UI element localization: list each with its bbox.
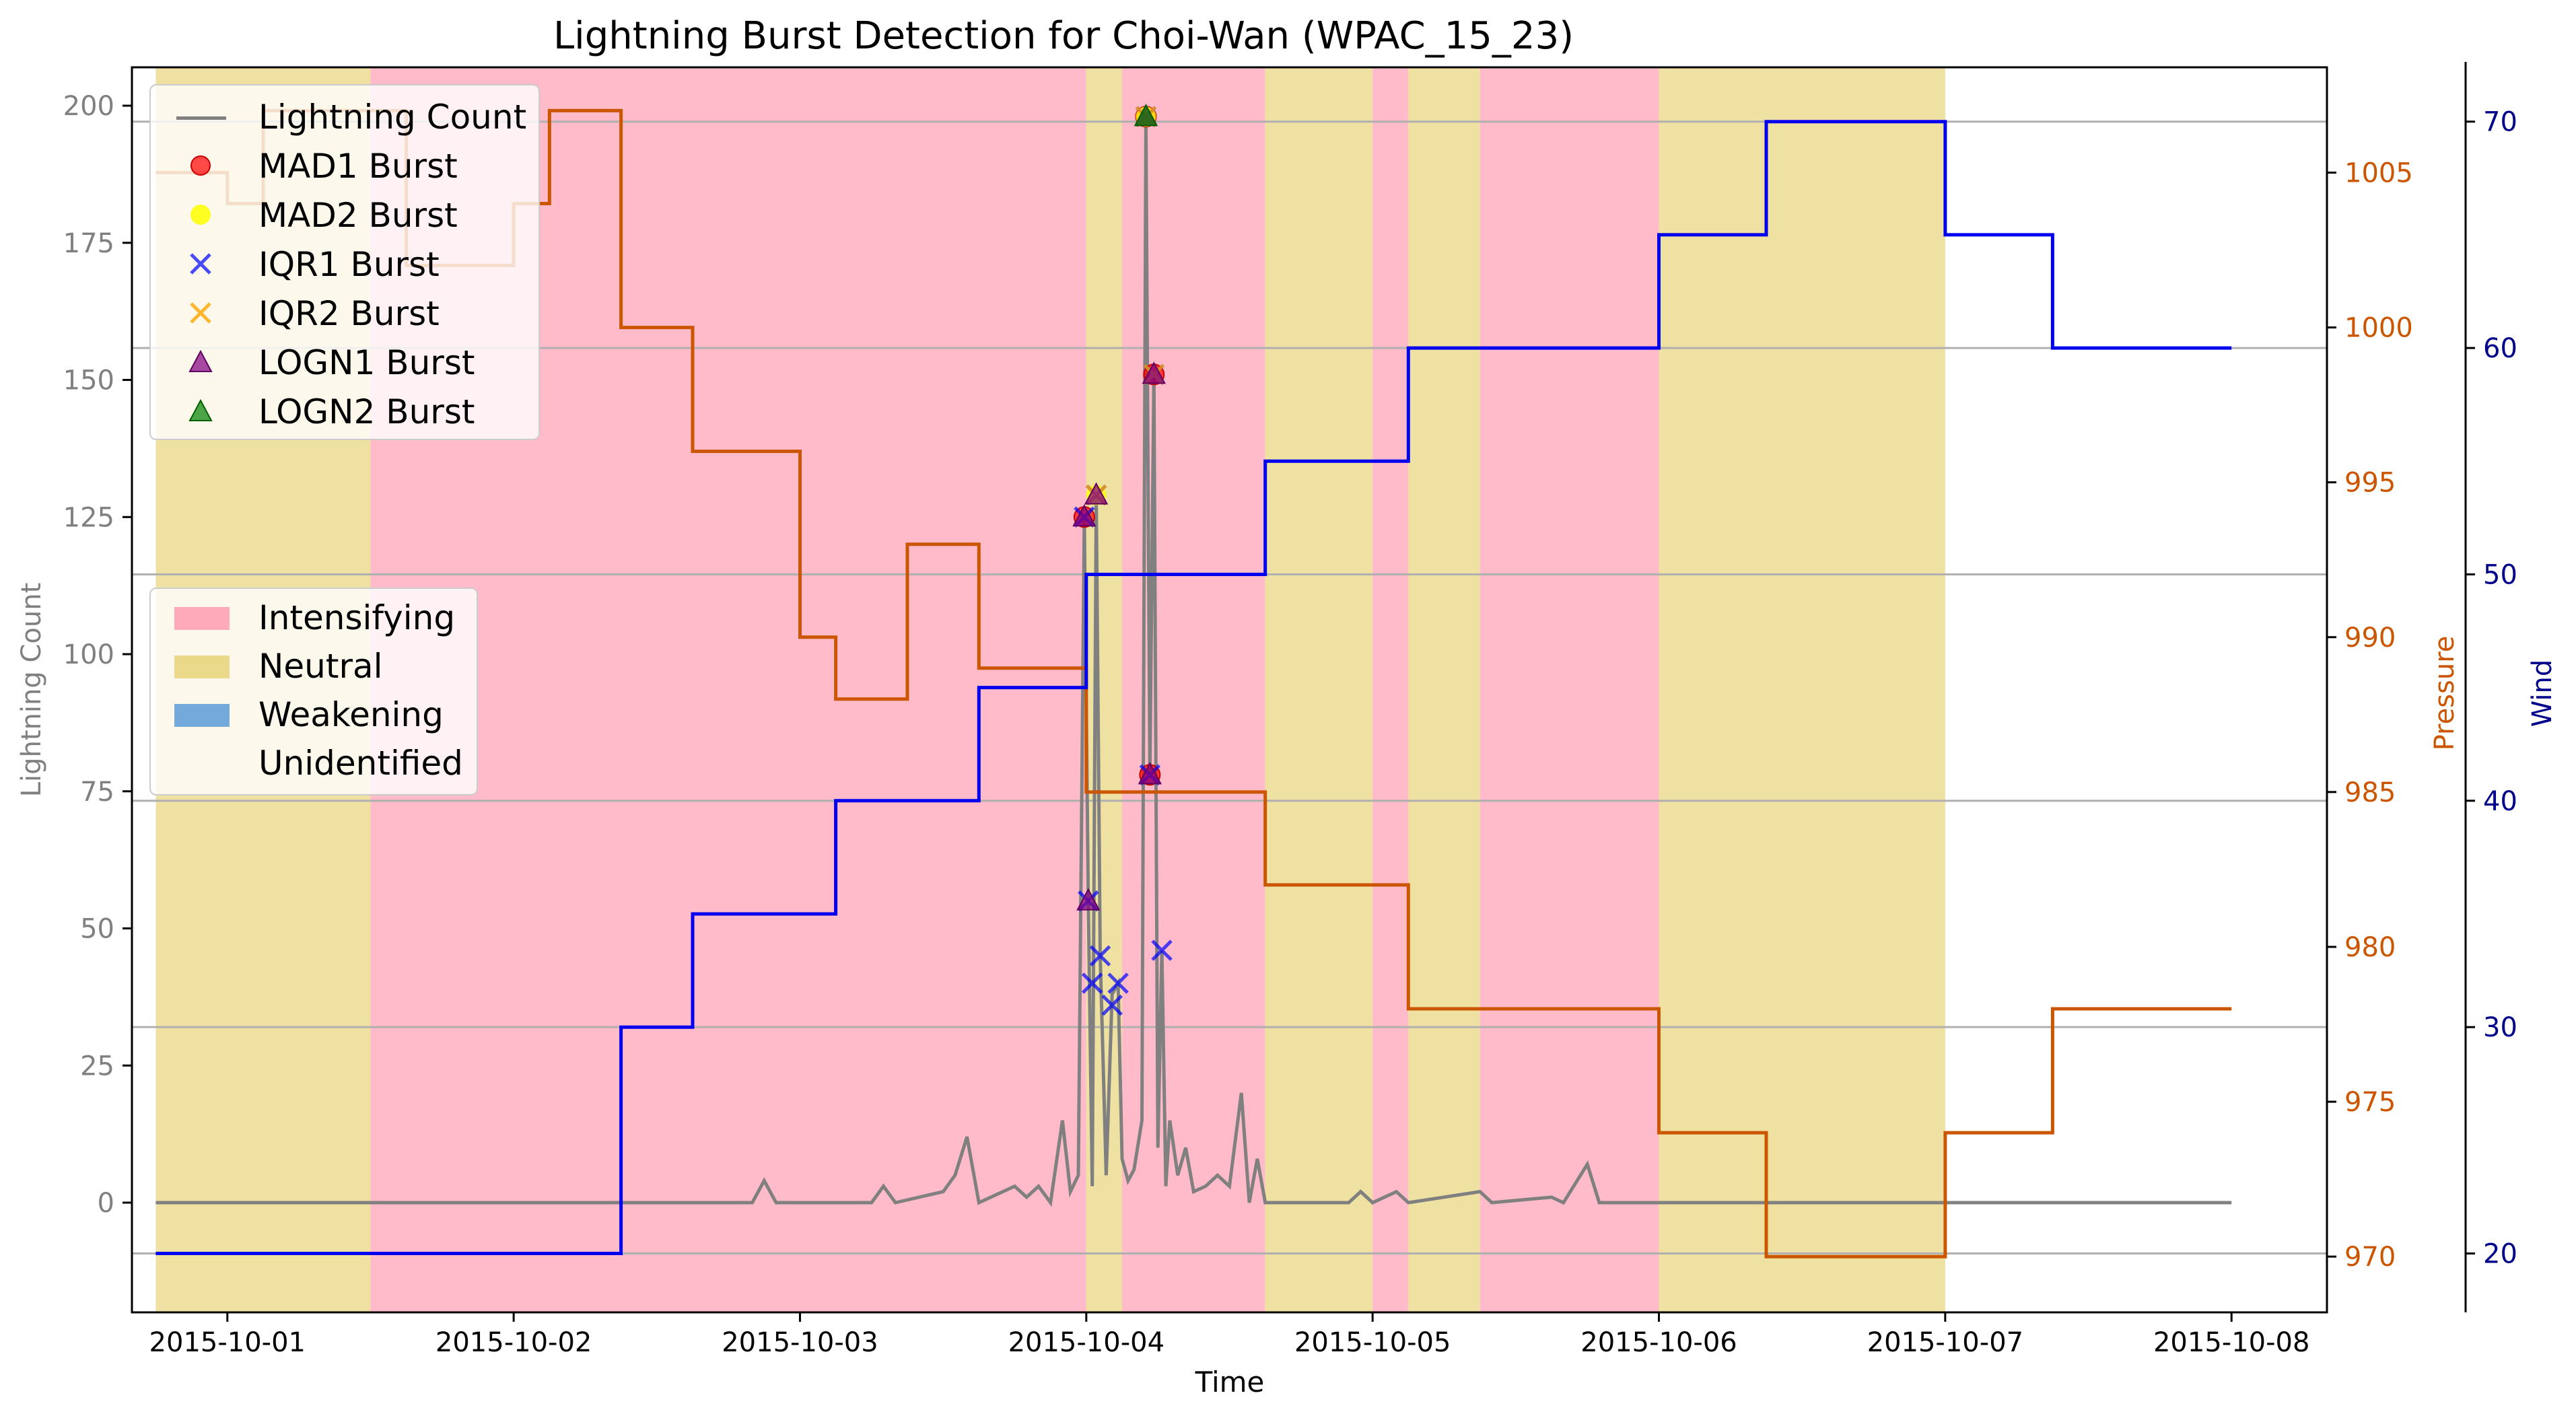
legend-x-icon (164, 290, 238, 337)
iqr1-burst-marker (1107, 972, 1129, 994)
y-pressure-tick-label: 980 (2344, 932, 2396, 963)
legend-item-mad2: MAD2 Burst (151, 192, 538, 239)
legend-label: LOGN2 Burst (258, 392, 475, 431)
y-pressure-tick-label: 985 (2344, 777, 2396, 808)
y-left-tick-label: 200 (63, 91, 114, 122)
phase-bands (155, 67, 1945, 1312)
x-tick-label: 2015-10-06 (1580, 1327, 1737, 1358)
wind-line (155, 120, 2232, 1255)
legend-label: Weakening (258, 695, 444, 734)
legend-item-lightning-count: Lightning Count (151, 94, 538, 141)
y-left-tick-label: 50 (80, 914, 114, 945)
legend-item-unidentified: Unidentified (151, 740, 477, 787)
plot-frame (131, 66, 2328, 1314)
y-wind-tick-label: 30 (2483, 1012, 2517, 1043)
legend-label: MAD2 Burst (258, 196, 458, 235)
logn1-burst-marker (1072, 504, 1096, 527)
legend-label: Intensifying (258, 598, 456, 637)
phase-band-neutral (1659, 67, 1945, 1312)
x-tick-label: 2015-10-07 (1867, 1327, 2023, 1358)
legend-swatch (164, 740, 238, 787)
logn2-burst-marker (1134, 104, 1158, 127)
lightning-count-line (155, 116, 2232, 1207)
axes: 2015-10-01 2015-10-02 2015-10-03 2015-10-04… (63, 62, 2517, 1358)
phase-band-neutral (1265, 67, 1373, 1312)
phase-band-neutral (1408, 67, 1480, 1312)
iqr1-burst-marker (1089, 945, 1111, 967)
y-left-tick-label: 75 (80, 777, 114, 808)
legend-x-icon (164, 241, 238, 288)
y-wind-tick-label: 40 (2483, 786, 2517, 817)
y-left-tick-label: 125 (63, 502, 114, 533)
burst-markers (1072, 104, 1173, 1016)
legend-item-mad1: MAD1 Burst (151, 143, 538, 190)
y-wind-tick-label: 60 (2483, 333, 2517, 364)
x-tick-label: 2015-10-02 (436, 1327, 592, 1358)
x-tick-label: 2015-10-08 (2153, 1327, 2309, 1358)
legend-label: Unidentified (258, 744, 463, 783)
legend-item-intensifying: Intensifying (151, 594, 477, 641)
x-tick-label: 2015-10-01 (149, 1327, 306, 1358)
iqr1-burst-marker (1151, 940, 1173, 961)
y-pressure-tick-label: 1005 (2344, 157, 2413, 188)
legend-triangle-icon (164, 388, 238, 435)
y-left-tick-label: 150 (63, 365, 114, 396)
logn1-burst-marker (1076, 888, 1101, 911)
legend-label: IQR1 Burst (258, 245, 440, 284)
chart-title: Lightning Burst Detection for Choi-Wan (… (553, 14, 1574, 58)
legend-item-logn1: LOGN1 Burst (151, 339, 538, 386)
logn1-burst-marker (1142, 361, 1166, 384)
legend-item-neutral: Neutral (151, 643, 477, 690)
y-wind-tick-label: 20 (2483, 1239, 2517, 1270)
y-pressure-tick-label: 995 (2344, 468, 2396, 499)
legend-label: LOGN1 Burst (258, 343, 475, 382)
legend-item-iqr1: IQR1 Burst (151, 241, 538, 288)
legend-circle-icon (164, 143, 238, 190)
legend-item-logn2: LOGN2 Burst (151, 388, 538, 435)
legend-label: Lightning Count (258, 98, 527, 137)
iqr1-burst-marker (1101, 994, 1123, 1016)
x-tick-label: 2015-10-05 (1294, 1327, 1451, 1358)
legend-label: Neutral (258, 647, 383, 686)
lightning-legend: Lightning Count MAD1 Burst MAD2 Burst IQ… (149, 84, 540, 440)
y-pressure-tick-label: 975 (2344, 1087, 2396, 1118)
y-pressure-tick-label: 990 (2344, 623, 2396, 653)
legend-label: MAD1 Burst (258, 147, 458, 186)
y-wind-tick-label: 70 (2483, 107, 2517, 138)
phase-legend: Intensifying Neutral Weakening Unidentif… (149, 588, 478, 795)
y-pressure-tick-label: 1000 (2344, 313, 2413, 344)
y-wind-tick-label: 50 (2483, 559, 2517, 590)
legend-line-icon (164, 94, 238, 141)
y-left-tick-label: 175 (63, 228, 114, 259)
legend-item-weakening: Weakening (151, 691, 477, 738)
y-axis-label-pressure: Pressure (2429, 636, 2460, 751)
legend-triangle-icon (164, 339, 238, 386)
phase-band-intensifying (1372, 67, 1409, 1312)
logn1-burst-marker (1084, 482, 1109, 505)
logn1-burst-marker (1138, 762, 1162, 785)
x-tick-label: 2015-10-04 (1008, 1327, 1164, 1358)
legend-swatch (164, 594, 238, 641)
y-left-tick-label: 100 (63, 639, 114, 670)
legend-label: IQR2 Burst (258, 294, 440, 333)
phase-band-intensifying (1480, 67, 1659, 1312)
y-left-tick-label: 25 (80, 1051, 114, 1082)
legend-swatch (164, 643, 238, 690)
y-axis-label-wind: Wind (2527, 660, 2558, 728)
x-axis-label: Time (1195, 1366, 1265, 1398)
y-axis-label-lightning: Lightning Count (16, 583, 47, 797)
legend-item-iqr2: IQR2 Burst (151, 290, 538, 337)
x-tick-label: 2015-10-03 (722, 1327, 878, 1358)
y-left-tick-label: 0 (98, 1188, 114, 1219)
legend-swatch (164, 691, 238, 738)
legend-circle-icon (164, 192, 238, 239)
iqr1-burst-marker (1081, 972, 1103, 994)
y-pressure-tick-label: 970 (2344, 1242, 2396, 1273)
